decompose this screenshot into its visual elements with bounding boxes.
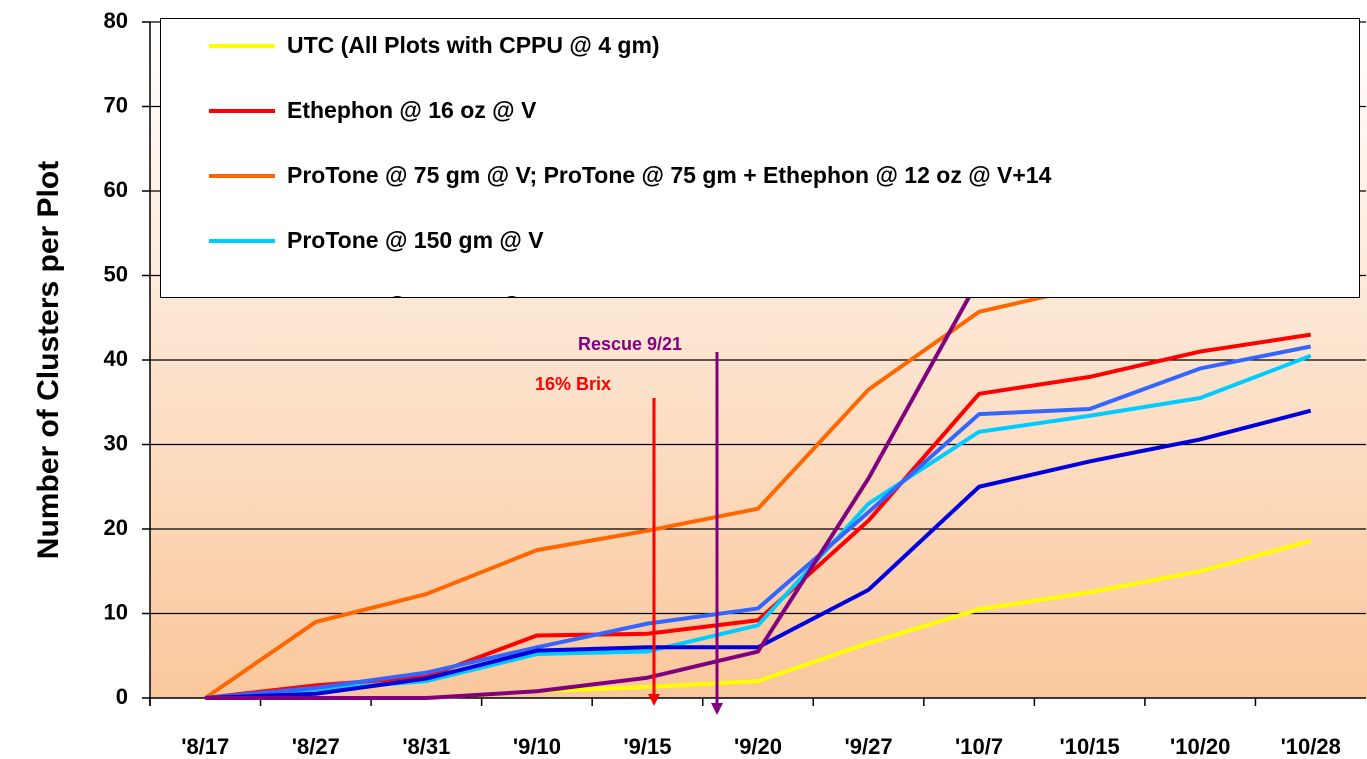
y-tick-label: 20	[104, 515, 128, 540]
legend-swatch	[209, 239, 275, 243]
legend-label: ProTone @ 150 gm @ V	[287, 227, 544, 253]
y-tick-label: 10	[104, 599, 128, 624]
annotation: 16% Brix	[535, 374, 611, 394]
arrow-head	[648, 694, 660, 706]
x-tick-label: '9/10	[513, 734, 561, 759]
arrow-head	[711, 703, 723, 715]
x-tick-label: '10/7	[955, 734, 1003, 759]
x-tick-label: '9/27	[845, 734, 893, 759]
y-axis-label: Number of Clusters per Plot	[32, 161, 65, 559]
x-tick-label: '8/31	[402, 734, 450, 759]
y-tick-label: 50	[104, 261, 128, 286]
x-tick-label: '10/15	[1059, 734, 1119, 759]
x-tick-label: '10/20	[1170, 734, 1230, 759]
y-tick-label: 80	[104, 8, 128, 33]
y-tick-label: 60	[104, 177, 128, 202]
legend-swatch	[209, 44, 275, 48]
y-tick-label: 40	[104, 346, 128, 371]
legend-label: UTC (All Plots with CPPU @ 4 gm)	[287, 32, 660, 58]
legend-swatch	[209, 109, 275, 113]
legend-label: ProTone @ 150 gm @ V+7	[287, 293, 1327, 298]
y-tick-label: 0	[116, 684, 128, 709]
y-tick-label: 70	[104, 92, 128, 117]
data-line	[205, 408, 1312, 700]
legend: UTC (All Plots with CPPU @ 4 gm) Ethephon…	[160, 18, 1360, 298]
x-tick-label: '9/15	[623, 734, 671, 759]
data-line	[205, 344, 1312, 700]
x-tick-label: '10/28	[1281, 734, 1341, 759]
y-tick-label: 30	[104, 430, 128, 455]
x-tick-label: '8/27	[292, 734, 340, 759]
legend-swatch	[209, 174, 275, 178]
legend-label: Ethephon @ 16 oz @ V	[287, 97, 537, 123]
legend-label: ProTone @ 75 gm @ V; ProTone @ 75 gm + E…	[287, 162, 1052, 188]
x-tick-label: '9/20	[734, 734, 782, 759]
x-tick-label: '8/17	[181, 734, 229, 759]
annotation: Rescue 9/21	[578, 334, 682, 354]
